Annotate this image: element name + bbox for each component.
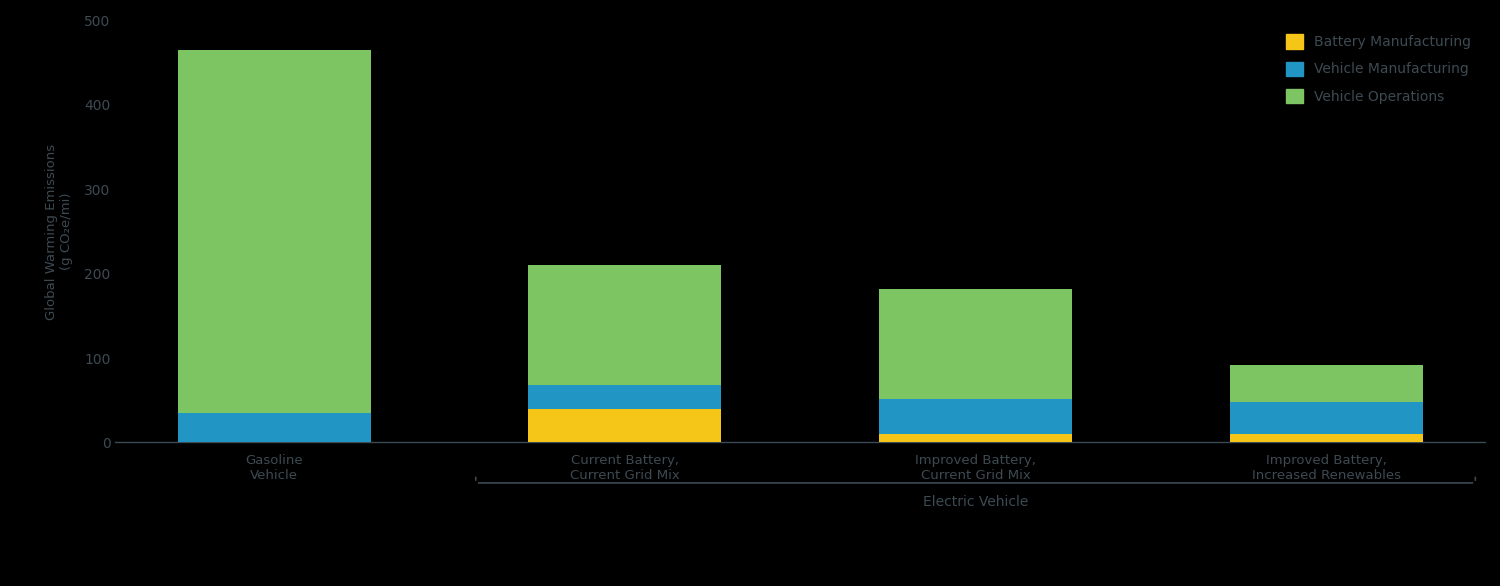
Legend: Battery Manufacturing, Vehicle Manufacturing, Vehicle Operations: Battery Manufacturing, Vehicle Manufactu… [1280, 28, 1478, 111]
Bar [177, 50, 370, 413]
Bar [879, 289, 1072, 398]
Bar [1230, 434, 1422, 442]
Bar [528, 265, 722, 385]
Y-axis label: Global Warming Emissions
(g CO₂e/mi): Global Warming Emissions (g CO₂e/mi) [45, 144, 74, 319]
Bar [1230, 402, 1422, 434]
Bar [1230, 365, 1422, 402]
Bar [528, 385, 722, 408]
Bar [879, 434, 1072, 442]
Bar [879, 398, 1072, 434]
Bar [528, 408, 722, 442]
Bar [177, 413, 370, 442]
Text: Electric Vehicle: Electric Vehicle [922, 495, 1028, 509]
